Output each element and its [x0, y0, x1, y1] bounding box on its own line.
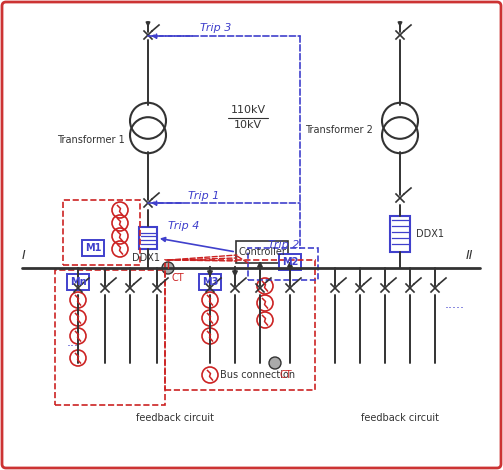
Bar	[63, 200, 140, 265]
Text: Transformer 2: Transformer 2	[305, 125, 373, 135]
Text: CT: CT	[280, 370, 293, 380]
FancyBboxPatch shape	[279, 254, 301, 270]
Text: Trip 1: Trip 1	[188, 191, 219, 201]
Text: DDX1: DDX1	[416, 229, 444, 239]
Bar	[248, 248, 318, 280]
Text: II: II	[466, 249, 473, 262]
FancyBboxPatch shape	[67, 274, 89, 290]
Text: Trip 3: Trip 3	[200, 23, 231, 33]
Text: M2: M2	[282, 257, 298, 267]
Text: DDX1: DDX1	[132, 253, 160, 263]
Text: I: I	[22, 249, 26, 262]
Text: .....: .....	[445, 298, 465, 312]
Bar	[55, 270, 165, 405]
Text: 10kV: 10kV	[234, 120, 262, 130]
FancyBboxPatch shape	[236, 241, 288, 263]
Text: Mn: Mn	[70, 277, 87, 287]
Text: ...: ...	[67, 336, 79, 348]
Bar	[165, 260, 315, 390]
Text: Trip 4: Trip 4	[168, 221, 199, 231]
FancyBboxPatch shape	[390, 216, 410, 252]
Text: Controller: Controller	[238, 247, 286, 257]
Text: M1: M1	[85, 243, 101, 253]
Text: feedback circuit: feedback circuit	[136, 413, 214, 423]
Circle shape	[269, 357, 281, 369]
Text: CT: CT	[172, 273, 185, 283]
FancyBboxPatch shape	[139, 227, 157, 249]
Text: 110kV: 110kV	[230, 105, 266, 115]
Text: Trip 2: Trip 2	[268, 240, 299, 250]
Circle shape	[162, 262, 174, 274]
FancyBboxPatch shape	[82, 240, 104, 256]
Text: Transformer 1: Transformer 1	[57, 135, 125, 145]
Text: Bus connection: Bus connection	[220, 370, 295, 380]
Text: M3: M3	[202, 277, 218, 287]
FancyBboxPatch shape	[199, 274, 221, 290]
Text: feedback circuit: feedback circuit	[361, 413, 439, 423]
